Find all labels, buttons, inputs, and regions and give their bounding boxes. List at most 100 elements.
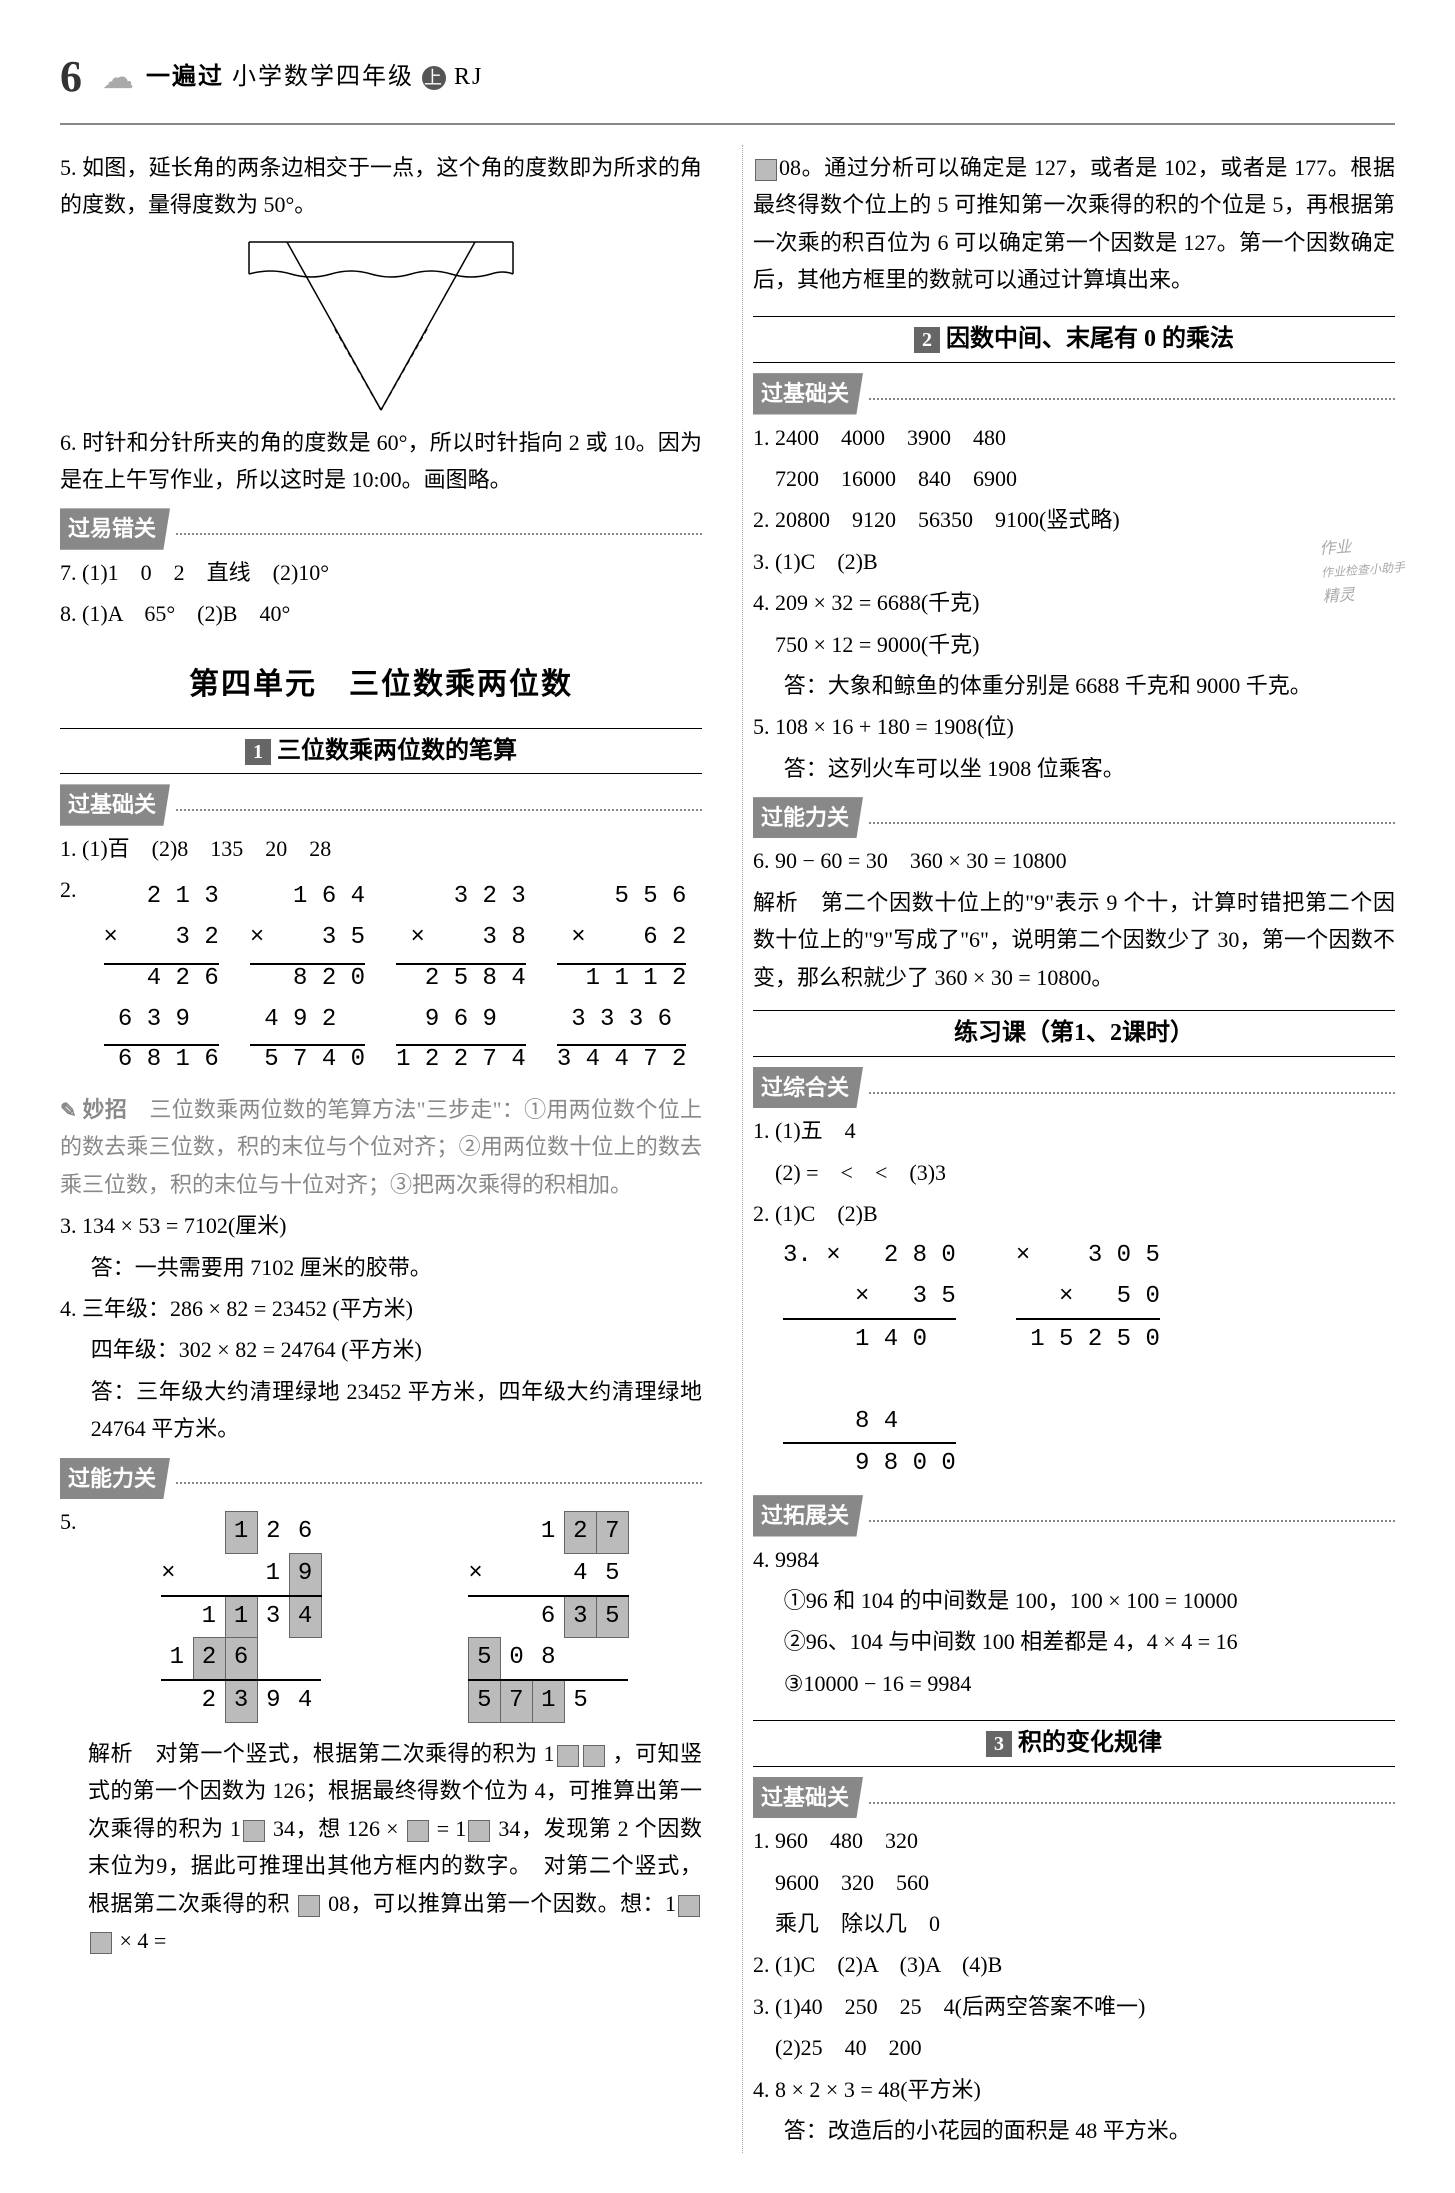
dotted-trail <box>176 799 702 811</box>
p4a: ①96 和 104 的中间数是 100，100 × 100 = 10000 <box>784 1582 1395 1619</box>
small-calc-row: 3. × 2 8 0 × 3 5 1 4 0 8 4 9 8 0 0 × 3 0… <box>783 1236 1395 1485</box>
banner-ability-r: 过能力关 <box>753 797 863 838</box>
page-header: 6 ☁ 一遍过 小学数学四年级 上 RJ <box>60 40 1395 125</box>
banner-ability: 过能力关 <box>60 1458 170 1499</box>
p1a: 1. (1)五 4 <box>753 1112 1395 1149</box>
p4b: ②96、104 与中间数 100 相差都是 4，4 × 4 = 16 <box>784 1623 1395 1660</box>
sub3-row: 3积的变化规律 <box>753 1720 1395 1767</box>
sub1-title: 1三位数乘两位数的笔算 <box>60 728 702 775</box>
right-column: 08。通过分析可以确定是 127，或者是 102，或者是 177。根据最终得数个… <box>742 145 1395 2154</box>
puzzle-1: 126 ×19 1134 126 2394 <box>161 1511 322 1723</box>
hint-text: 三位数乘两位数的笔算方法"三步走"：①用两位数个位上的数去乘三位数，积的末位与个… <box>60 1097 702 1197</box>
s4b: 答：改造后的小花园的面积是 48 平方米。 <box>784 2112 1395 2149</box>
calc-label: 2. <box>60 871 88 908</box>
hint-label: 妙招 <box>83 1097 128 1122</box>
q6-text: 6. 时针和分针所夹的角的度数是 60°，所以时针指向 2 或 10。因为是在上… <box>60 424 702 499</box>
dotted-trail <box>869 812 1395 824</box>
sc1-label: 3. × <box>783 1242 841 1269</box>
dotted-trail <box>869 1792 1395 1804</box>
sub1-row: 1三位数乘两位数的笔算 <box>60 728 702 775</box>
blank-box-icon <box>557 1745 579 1767</box>
sub1-num: 1 <box>245 739 271 765</box>
banner-ability-row-r: 过能力关 <box>753 797 1395 838</box>
dotted-trail <box>176 523 702 535</box>
banner-comprehensive: 过综合关 <box>753 1067 863 1108</box>
header-badge: 上 <box>422 66 446 90</box>
r3: 3. (1)C (2)B <box>753 543 1395 580</box>
banner-basic-row: 过基础关 <box>60 784 702 825</box>
blank-box-icon <box>755 159 777 181</box>
r4c: 答：大象和鲸鱼的体重分别是 6688 千克和 9000 千克。 <box>784 667 1395 704</box>
banner-basic: 过基础关 <box>60 784 170 825</box>
q5-explain: 解析 对第一个竖式，根据第二次乘得的积为 1 ，可知竖式的第一个因数为 126；… <box>88 1735 702 1959</box>
sub2-row: 2因数中间、末尾有 0 的乘法 <box>753 316 1395 363</box>
banner-easy-wrong-row: 过易错关 <box>60 508 702 549</box>
blank-box-icon <box>298 1895 320 1917</box>
p2: 2. (1)C (2)B <box>753 1195 1395 1232</box>
stamp-3: 精灵 <box>1322 577 1408 610</box>
sub1-label: 三位数乘两位数的笔算 <box>277 738 517 764</box>
l-q3a: 3. 134 × 53 = 7102(厘米) <box>60 1207 702 1244</box>
blank-box-icon <box>407 1820 429 1842</box>
l-q4b: 四年级：302 × 82 = 24764 (平方米) <box>91 1331 702 1368</box>
calc-block: 2. 2 1 3 × 3 2 4 2 6 6 3 9 6 8 1 6 1 6 4… <box>60 871 702 1087</box>
p4: 4. 9984 <box>753 1541 1395 1578</box>
s1c: 乘几 除以几 0 <box>753 1905 1395 1942</box>
exp-6: 08，可以推算出第一个因数。想：1 <box>328 1891 676 1916</box>
banner-easy-wrong: 过易错关 <box>60 508 170 549</box>
l-q4c: 答：三年级大约清理绿地 23452 平方米，四年级大约清理绿地 24764 平方… <box>91 1373 702 1448</box>
stamp-region: 3. (1)C (2)B 4. 209 × 32 = 6688(千克) 750 … <box>753 543 1395 663</box>
banner-ability-row: 过能力关 <box>60 1458 702 1499</box>
sub2-label: 因数中间、末尾有 0 的乘法 <box>946 326 1234 352</box>
header-title: 一遍过 小学数学四年级 上 RJ <box>146 57 483 98</box>
r-cont1: 08。通过分析可以确定是 127，或者是 102，或者是 177。根据最终得数个… <box>753 149 1395 299</box>
q8-text: 8. (1)A 65° (2)B 40° <box>60 595 702 632</box>
r-cont1-text: 08。通过分析可以确定是 127，或者是 102，或者是 177。根据最终得数个… <box>753 155 1395 292</box>
sub2-title: 2因数中间、末尾有 0 的乘法 <box>753 316 1395 363</box>
calc-4: 5 5 6 × 6 2 1 1 1 2 3 3 3 6 3 4 4 7 2 <box>557 877 687 1081</box>
r6a: 6. 90 − 60 = 30 360 × 30 = 10800 <box>753 842 1395 879</box>
small-calc-1: 3. × 2 8 0 × 3 5 1 4 0 8 4 9 8 0 0 <box>783 1236 956 1485</box>
r6b: 解析 第二个因数十位上的"9"表示 9 个十，计算时错把第二个因数十位上的"9"… <box>753 884 1395 996</box>
blank-box-icon <box>90 1932 112 1954</box>
hint-block: ✎ 妙招 三位数乘两位数的笔算方法"三步走"：①用两位数个位上的数去乘三位数，积… <box>60 1091 702 1203</box>
content-columns: 5. 如图，延长角的两条边相交于一点，这个角的度数即为所求的角的度数，量得度数为… <box>60 145 1395 2154</box>
calc-3: 3 2 3 × 3 8 2 5 8 4 9 6 9 1 2 2 7 4 <box>396 877 526 1081</box>
r1b: 7200 16000 840 6900 <box>753 460 1395 497</box>
l-q1: 1. (1)百 (2)8 135 20 28 <box>60 830 702 867</box>
blank-box-icon <box>468 1820 490 1842</box>
dotted-trail <box>869 388 1395 400</box>
r4a: 4. 209 × 32 = 6688(千克) <box>753 584 1395 621</box>
r1a: 1. 2400 4000 3900 480 <box>753 419 1395 456</box>
s4a: 4. 8 × 2 × 3 = 48(平方米) <box>753 2071 1395 2108</box>
blank-box-icon <box>678 1895 700 1917</box>
calc-1: 2 1 3 × 3 2 4 2 6 6 3 9 6 8 1 6 <box>104 877 219 1081</box>
page-number: 6 <box>60 40 82 115</box>
r5b: 答：这列火车可以坐 1908 位乘客。 <box>784 750 1395 787</box>
exp-1: 解析 对第一个竖式，根据第二次乘得的积为 1 <box>88 1741 555 1766</box>
l-q4a: 4. 三年级：286 × 82 = 23452 (平方米) <box>60 1290 702 1327</box>
header-prefix: 一遍过 <box>146 64 224 90</box>
blank-box-icon <box>583 1745 605 1767</box>
banner-basic-row-r: 过基础关 <box>753 373 1395 414</box>
dotted-trail <box>176 1472 702 1484</box>
left-column: 5. 如图，延长角的两条边相交于一点，这个角的度数即为所求的角的度数，量得度数为… <box>60 145 712 2154</box>
s2: 2. (1)C (2)A (3)A (4)B <box>753 1946 1395 1983</box>
sub3-label: 积的变化规律 <box>1018 1730 1162 1756</box>
l-q3b: 答：一共需要用 7102 厘米的胶带。 <box>91 1249 702 1286</box>
banner-basic2-row: 过基础关 <box>753 1777 1395 1818</box>
puzzle-label: 5. <box>60 1503 88 1540</box>
r2: 2. 20800 9120 56350 9100(竖式略) <box>753 501 1395 538</box>
dotted-trail <box>869 1510 1395 1522</box>
p1b: (2) = < < (3)3 <box>753 1154 1395 1191</box>
s3b: (2)25 40 200 <box>753 2029 1395 2066</box>
puzzle-row: 126 ×19 1134 126 2394 127 ×45 635 508 57… <box>88 1511 702 1723</box>
sub3-num: 3 <box>986 1731 1012 1757</box>
r5a: 5. 108 × 16 + 180 = 1908(位) <box>753 708 1395 745</box>
unit-title: 第四单元 三位数乘两位数 <box>60 659 702 710</box>
sub3-title: 3积的变化规律 <box>753 1720 1395 1767</box>
header-main: 小学数学四年级 <box>232 64 414 90</box>
calc-2: 1 6 4 × 3 5 8 2 0 4 9 2 5 7 4 0 <box>250 877 365 1081</box>
banner-basic2: 过基础关 <box>753 1777 863 1818</box>
header-suffix: RJ <box>454 64 483 90</box>
